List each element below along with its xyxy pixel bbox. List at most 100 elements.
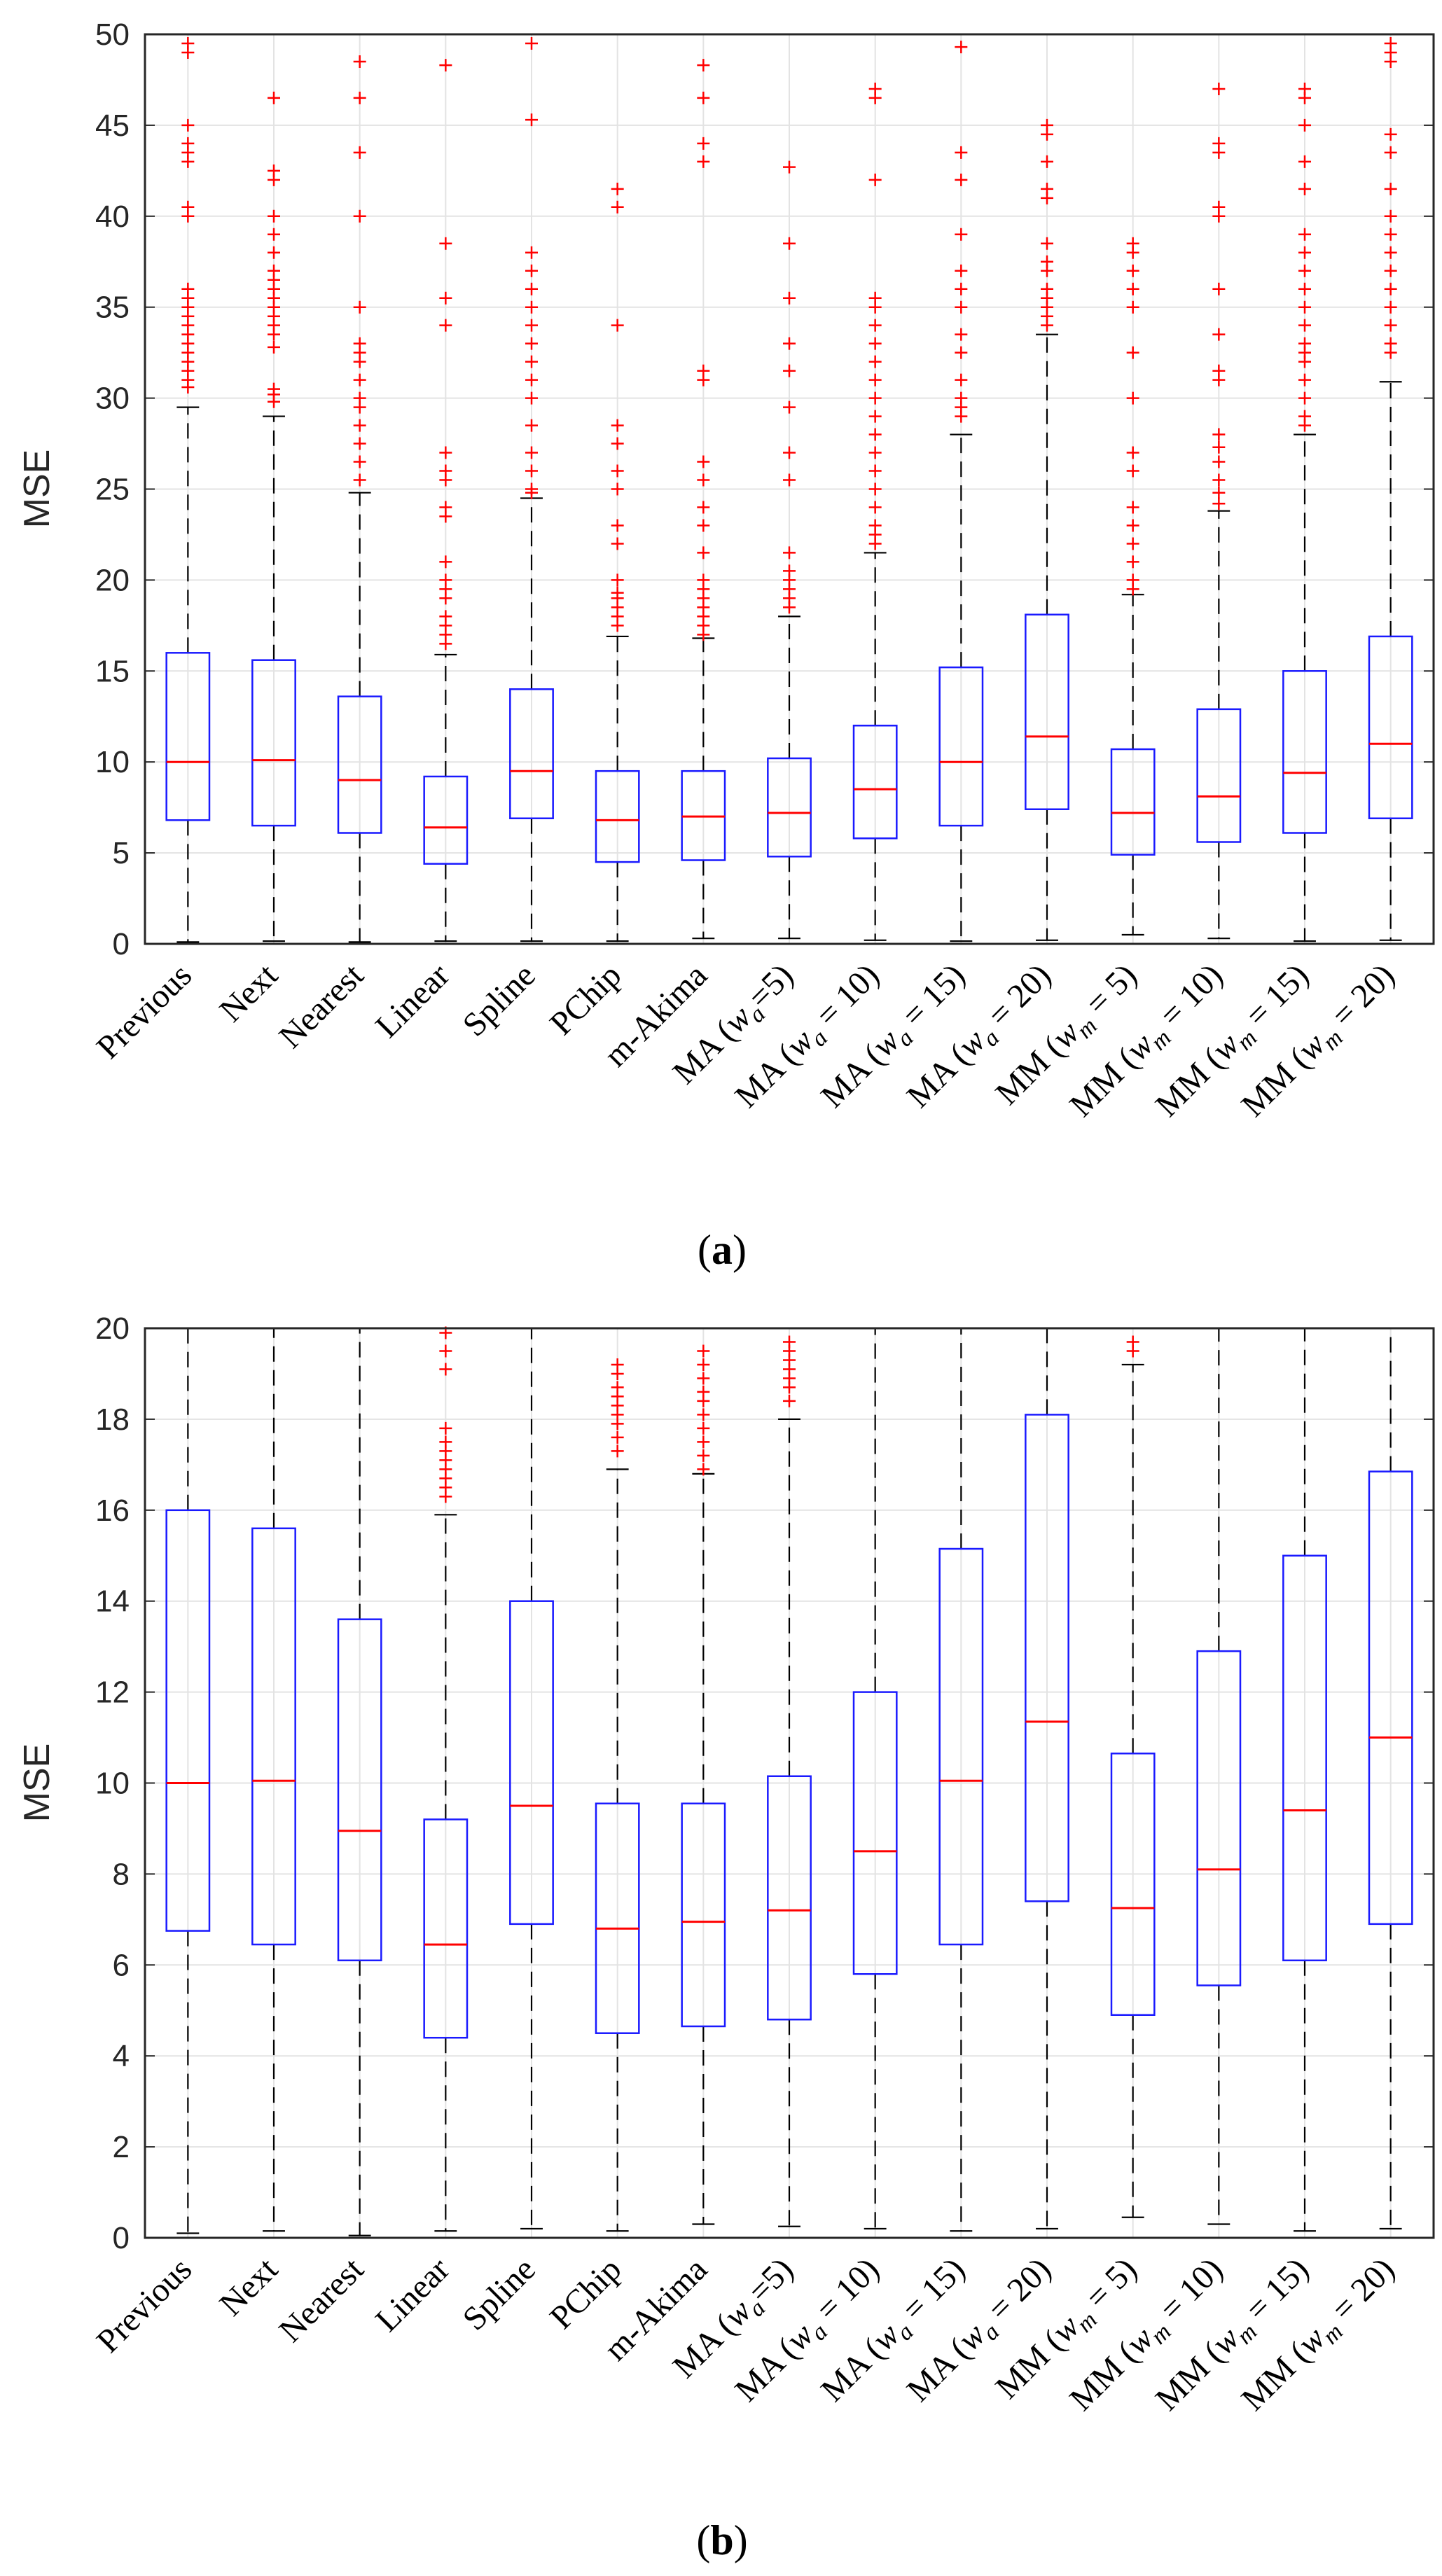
y-tick-label: 4 (113, 2039, 130, 2073)
outlier-marker (611, 419, 624, 432)
outlier-marker (955, 391, 968, 405)
outlier-marker (1384, 127, 1397, 141)
outlier-marker (1041, 155, 1053, 168)
outlier-marker (1298, 319, 1311, 332)
outlier-marker (353, 55, 366, 68)
outlier-marker (1126, 519, 1139, 532)
outlier-marker (868, 464, 882, 478)
y-tick-label: 0 (113, 2221, 130, 2255)
outlier-marker (1298, 246, 1311, 259)
outlier-marker (525, 36, 538, 50)
outlier-marker (1212, 328, 1226, 341)
box-MM (wm = 5) (1110, 237, 1156, 936)
outlier-marker (181, 118, 195, 132)
outlier-marker (611, 1430, 624, 1444)
outlier-marker (1212, 82, 1226, 95)
y-tick-label: 15 (95, 654, 130, 688)
outlier-marker (1041, 255, 1053, 268)
outlier-marker (268, 228, 280, 241)
outlier-marker (439, 1435, 452, 1449)
outlier-marker (783, 291, 796, 305)
box-PChip (595, 1358, 640, 2232)
outlier-marker (955, 373, 968, 387)
panel-label-b: (b) (696, 2517, 747, 2563)
outlier-marker (525, 355, 538, 368)
outlier-marker (1126, 391, 1139, 405)
outlier-marker (1298, 182, 1311, 195)
box-Previous (165, 1328, 211, 2234)
outlier-marker (611, 1358, 624, 1371)
box-MA (wa = 15) (938, 41, 984, 942)
outlier-marker (181, 200, 195, 214)
outlier-marker (1126, 573, 1139, 587)
outlier-marker (525, 282, 538, 295)
iqr-box (1368, 1470, 1413, 1926)
outlier-marker (439, 319, 452, 332)
outlier-marker (868, 82, 882, 95)
outlier-marker (611, 437, 624, 450)
outlier-marker (611, 482, 624, 496)
iqr-box (1196, 1650, 1242, 1986)
outlier-marker (525, 246, 538, 259)
outlier-marker (1298, 300, 1311, 314)
iqr-box (767, 1775, 812, 2021)
outlier-marker (868, 391, 882, 405)
outlier-marker (439, 291, 452, 305)
outlier-marker (697, 1372, 710, 1385)
iqr-box (767, 757, 812, 858)
box-MA (wa = 20) (1025, 118, 1069, 941)
outlier-marker (353, 91, 366, 104)
outlier-marker (783, 337, 796, 350)
outlier-marker (697, 455, 710, 468)
outlier-marker (697, 91, 710, 104)
box-MM (wm = 10) (1196, 1328, 1242, 2225)
outlier-marker (1298, 228, 1311, 241)
y-tick-label: 8 (113, 1857, 130, 1891)
iqr-box (337, 1618, 382, 1962)
outlier-marker (955, 228, 968, 241)
box-m-Akima (681, 1344, 726, 2225)
outlier-marker (268, 91, 280, 104)
y-axis-label-b: MSE (17, 1743, 57, 1823)
outlier-marker (1126, 555, 1139, 569)
outlier-marker (1298, 373, 1311, 387)
outlier-marker (868, 291, 882, 305)
outlier-marker (439, 501, 452, 514)
outlier-marker (268, 209, 280, 223)
outlier-marker (1126, 501, 1139, 514)
outlier-marker (783, 1335, 796, 1349)
outlier-marker (783, 564, 796, 578)
outlier-marker (439, 555, 452, 569)
outlier-marker (439, 1344, 452, 1358)
box-Next (251, 1328, 296, 2232)
outlier-marker (1212, 440, 1226, 454)
outlier-marker (1212, 486, 1226, 499)
outlier-marker (697, 1408, 710, 1421)
outlier-marker (868, 355, 882, 368)
outlier-marker (1298, 337, 1311, 350)
outlier-marker (1126, 237, 1139, 250)
outlier-marker (439, 464, 452, 478)
outlier-marker (353, 419, 366, 432)
outlier-marker (697, 364, 710, 377)
outlier-marker (1212, 137, 1226, 150)
y-tick-label: 14 (95, 1585, 130, 1619)
outlier-marker (1212, 364, 1226, 377)
outlier-marker (525, 337, 538, 350)
outlier-marker (1384, 209, 1397, 223)
outlier-marker (611, 464, 624, 478)
outlier-marker (1298, 391, 1311, 405)
outlier-marker (1212, 200, 1226, 214)
outlier-marker (697, 1421, 710, 1435)
outlier-marker (868, 501, 882, 514)
outlier-marker (697, 1449, 710, 1462)
y-tick-label: 10 (95, 1767, 130, 1801)
outlier-marker (1298, 82, 1311, 95)
box-MA (wa = 15) (938, 1328, 984, 2232)
outlier-marker (1126, 300, 1139, 314)
y-tick-label: 2 (113, 2130, 130, 2164)
y-tick-label: 35 (95, 291, 130, 325)
outlier-marker (525, 391, 538, 405)
outlier-marker (1041, 118, 1053, 132)
outlier-marker (439, 1421, 452, 1435)
